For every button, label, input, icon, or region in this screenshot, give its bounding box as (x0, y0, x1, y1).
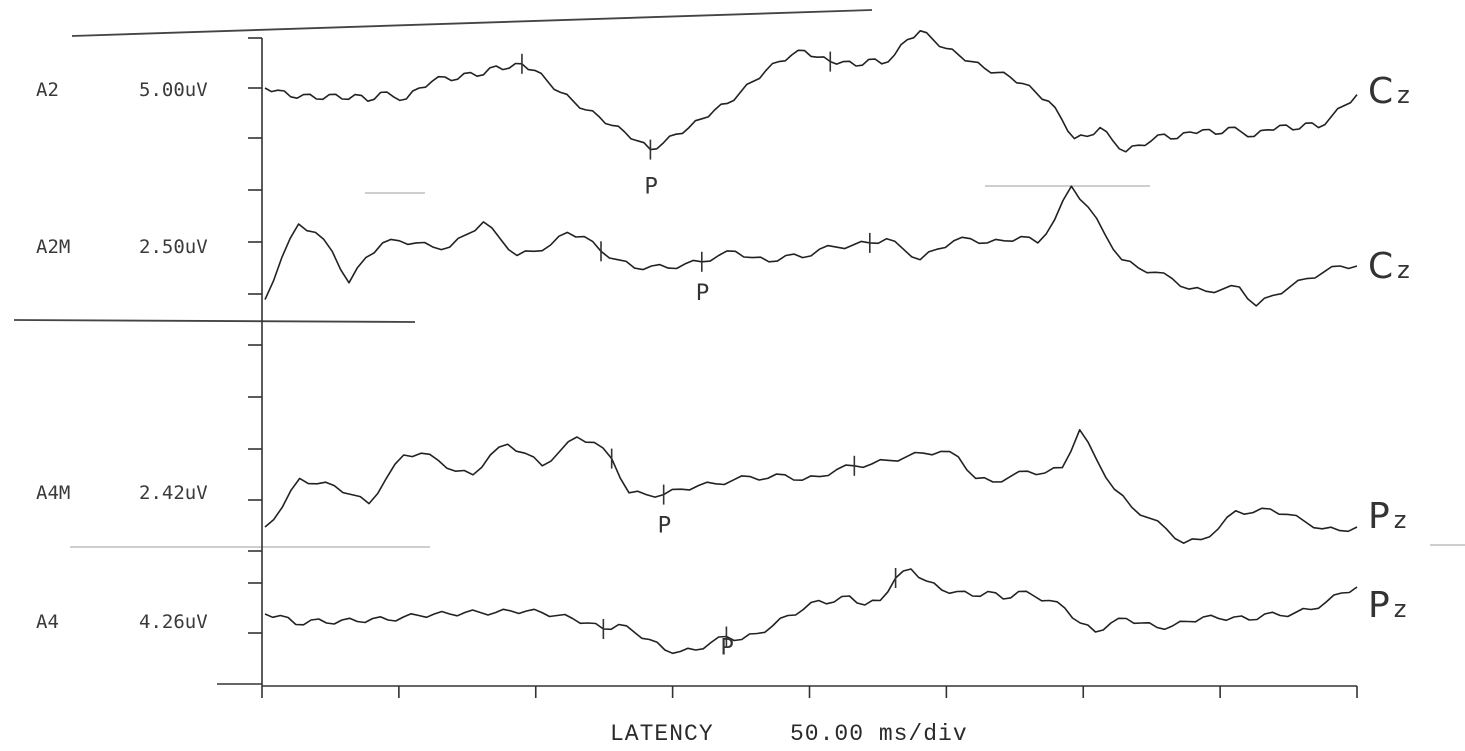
separator-rule (13, 319, 416, 323)
channel-scale: 2.42uV (139, 482, 208, 504)
channel-scale: 4.26uV (139, 611, 208, 633)
x-axis-scale: 50.00 ms/div (790, 721, 968, 747)
channel-a4: A4 4.26uV P P z (36, 568, 1406, 661)
peak-label: P (658, 514, 671, 539)
y-axis-ticks (248, 37, 262, 634)
peak-label: P (696, 281, 709, 306)
channel-scale: 5.00uV (139, 79, 208, 101)
waveform-trace (264, 429, 1358, 544)
channel-name: A4M (36, 482, 70, 504)
channel-a2m: A2M 2.50uV P C z (36, 185, 1410, 307)
waveform-trace (264, 30, 1358, 153)
channel-name: A4 (36, 611, 59, 633)
top-rule (71, 9, 873, 37)
waveform-trace (264, 185, 1358, 307)
channel-a2: A2 5.00uV P C z (36, 30, 1410, 200)
x-axis-ticks (261, 686, 1358, 698)
waveform-trace (264, 568, 1358, 655)
peak-label: P (644, 175, 657, 200)
peak-label: P (720, 636, 733, 661)
channel-scale: 2.50uV (139, 236, 208, 258)
x-axis-label: LATENCY (610, 721, 714, 747)
channel-name: A2 (36, 79, 59, 101)
channel-name: A2M (36, 236, 70, 258)
